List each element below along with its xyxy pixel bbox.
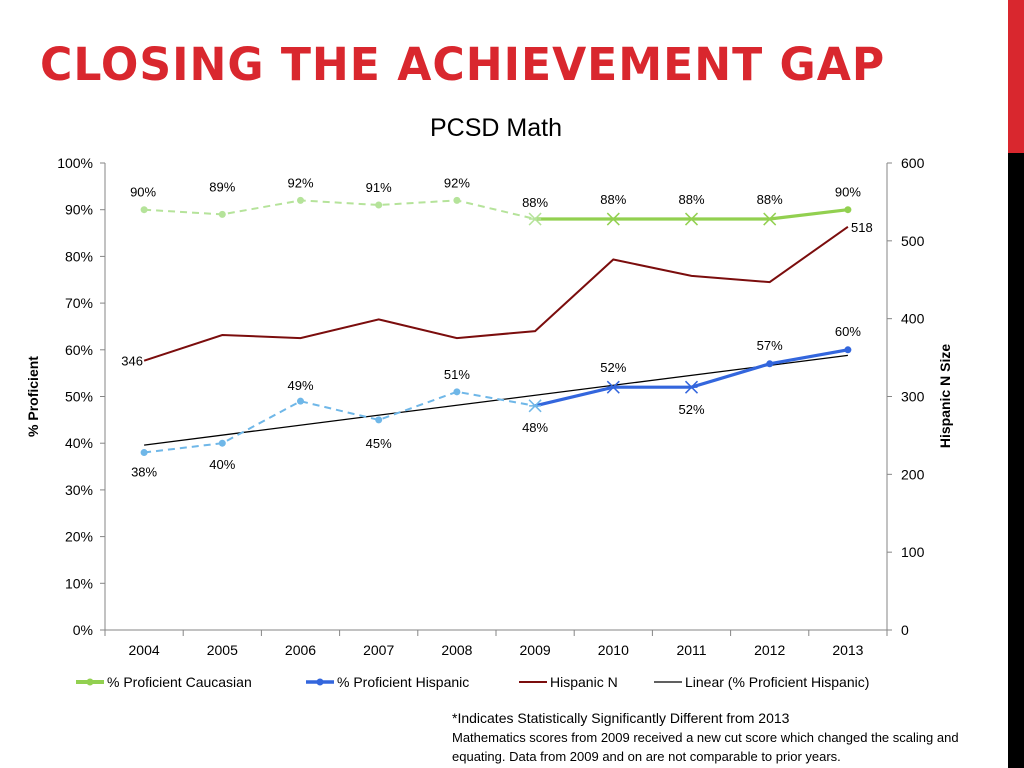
slide-title: CLOSING THE ACHIEVEMENT GAP (40, 38, 886, 91)
legend-marker (86, 678, 94, 686)
y-tick-label: 60% (65, 342, 93, 358)
data-label-hispanic: 51% (444, 367, 470, 382)
legend-label: % Proficient Caucasian (107, 674, 252, 690)
x-tick-label: 2012 (754, 642, 785, 658)
x-tick-label: 2007 (363, 642, 394, 658)
x-tick-label: 2005 (207, 642, 238, 658)
series-line-hispanic-dashed (143, 390, 536, 454)
data-label-caucasian: 92% (287, 175, 313, 190)
data-label-hispanic: 45% (366, 436, 392, 451)
point-hispanic (297, 397, 304, 405)
series-line-caucasian-dashed (144, 199, 536, 220)
point-hispanic-significant-marker (684, 380, 699, 394)
x-tick-label: 2008 (441, 642, 472, 658)
y-tick-label: 0% (73, 622, 93, 638)
data-label-hispanic: 52% (600, 360, 626, 375)
x-tick-label: 2011 (676, 642, 706, 658)
data-label-hispanic: 38% (131, 465, 157, 480)
accent-bar-black (1008, 153, 1024, 768)
point-caucasian-significant-marker (763, 212, 777, 226)
point-caucasian (140, 206, 148, 214)
data-label-hispanic: 57% (757, 338, 783, 353)
legend-label: Linear (% Proficient Hispanic) (685, 674, 869, 690)
data-label-hispanic: 40% (209, 457, 235, 472)
x-tick-label: 2009 (520, 642, 551, 658)
y2-tick-label: 100 (901, 544, 925, 560)
y2-tick-label: 200 (901, 466, 925, 482)
point-hispanic-significant-marker (528, 399, 542, 413)
data-label-hispanic: 49% (287, 378, 313, 393)
legend-label: Hispanic N (550, 674, 618, 690)
y-tick-label: 10% (65, 575, 93, 591)
footnote-significance: *Indicates Statistically Significantly D… (452, 710, 790, 726)
point-hispanic (375, 416, 383, 424)
data-label-caucasian: 88% (600, 192, 626, 207)
y-tick-label: 90% (65, 202, 93, 218)
data-label-hispanic: 52% (678, 402, 704, 417)
data-label-caucasian: 91% (366, 180, 392, 195)
point-caucasian (375, 201, 383, 209)
y2-tick-label: 600 (901, 155, 925, 171)
data-label-caucasian: 92% (444, 175, 470, 190)
legend-label: % Proficient Hispanic (337, 674, 469, 690)
y2-tick-label: 300 (901, 389, 925, 405)
point-hispanic-significant-marker (606, 380, 620, 394)
y2-tick-label: 400 (901, 311, 925, 327)
x-tick-label: 2006 (285, 642, 316, 658)
y-tick-label: 70% (65, 295, 93, 311)
data-label-caucasian: 88% (678, 192, 704, 207)
y-tick-label: 40% (65, 435, 93, 451)
y-tick-label: 100% (57, 155, 93, 171)
y2-axis-title: Hispanic N Size (937, 344, 953, 448)
series-line-linear-trend (144, 354, 848, 446)
data-label-caucasian: 89% (209, 179, 235, 194)
data-label-hispanic: 60% (835, 324, 861, 339)
data-label-hispanic-n: 518 (851, 220, 873, 235)
point-hispanic (453, 388, 461, 396)
x-tick-label: 2010 (598, 642, 629, 658)
data-label-caucasian: 88% (522, 195, 548, 210)
y2-tick-label: 0 (901, 622, 909, 638)
series-line-hispanic-solid (534, 348, 849, 408)
point-caucasian (453, 196, 461, 204)
x-tick-label: 2013 (832, 642, 863, 658)
accent-bar-red (1008, 0, 1024, 153)
y-tick-label: 30% (65, 482, 93, 498)
series-line-caucasian-solid (535, 208, 849, 221)
point-hispanic (844, 346, 852, 354)
data-label-hispanic: 48% (522, 420, 548, 435)
point-caucasian-significant-marker (684, 212, 699, 226)
series-line-hispanic-n (143, 225, 849, 362)
footnote-cut-score: Mathematics scores from 2009 received a … (452, 730, 959, 764)
y2-tick-label: 500 (901, 233, 925, 249)
data-label-caucasian: 88% (757, 192, 783, 207)
point-caucasian (218, 210, 226, 218)
y-axis-title: % Proficient (25, 356, 41, 437)
legend-marker (316, 678, 324, 686)
data-label-caucasian: 90% (130, 185, 156, 200)
point-caucasian (844, 206, 852, 214)
data-label-hispanic-n: 346 (121, 354, 143, 369)
point-hispanic (218, 439, 226, 447)
data-label-caucasian: 90% (835, 185, 861, 200)
chart-title: PCSD Math (430, 114, 562, 142)
point-hispanic (140, 449, 148, 457)
y-tick-label: 50% (65, 389, 93, 405)
footnote: *Indicates Statistically Significantly D… (452, 709, 1008, 766)
x-tick-label: 2004 (129, 642, 160, 658)
point-caucasian (297, 196, 304, 204)
y-tick-label: 20% (65, 529, 93, 545)
y-tick-label: 80% (65, 248, 93, 264)
point-caucasian-significant-marker (528, 212, 542, 226)
point-caucasian-significant-marker (606, 212, 620, 226)
point-hispanic (766, 360, 774, 368)
